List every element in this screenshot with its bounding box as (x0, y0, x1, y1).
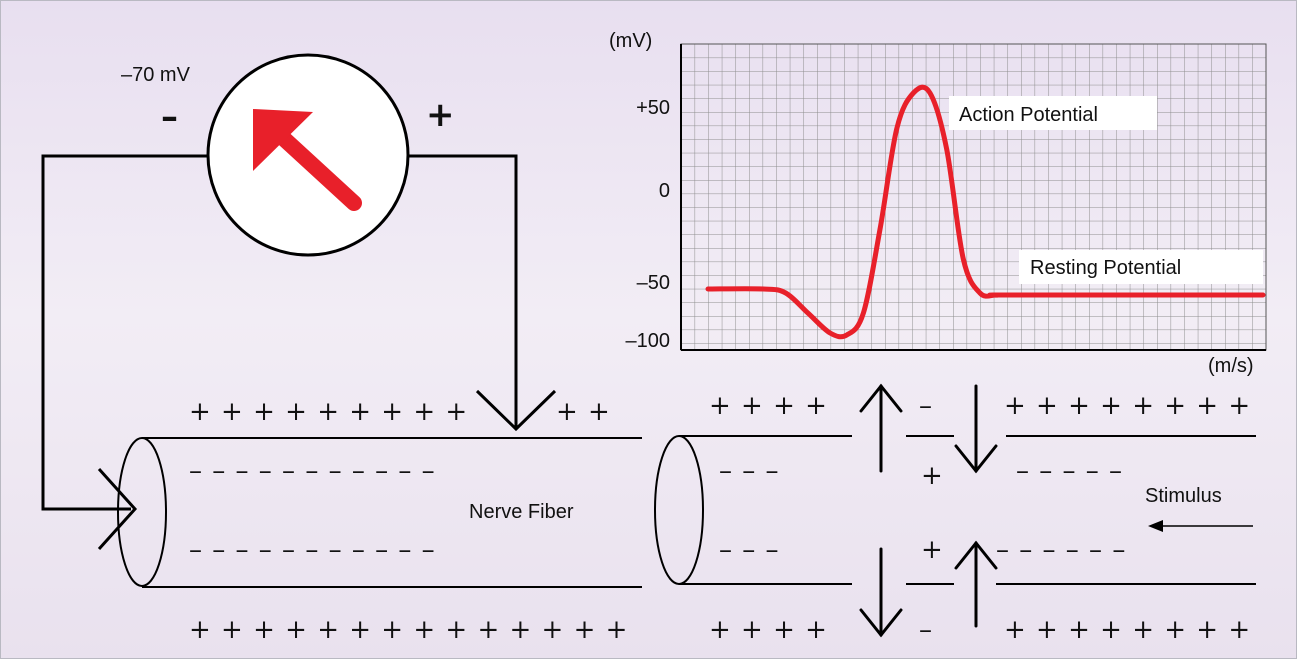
outer-charges-top: + + + + + + + + + (189, 397, 468, 427)
outer-charges-top-left: + + + + (709, 391, 828, 421)
inner-charges-top-right: – – – – – (1016, 456, 1123, 486)
annotation-action-potential: Action Potential (959, 104, 1098, 126)
outer-charges-top-right: + + + + + + + + (1004, 391, 1251, 421)
electrode-wires (41, 154, 557, 551)
left-electrode-tip (97, 467, 138, 551)
meter-reading: –70 mV (121, 64, 191, 86)
outer-charges-bottom-left: + + + + (709, 615, 828, 645)
stimulus-label: Stimulus (1145, 485, 1222, 507)
y-tick-label: –100 (626, 330, 671, 352)
action-potential-curve (705, 84, 1266, 340)
meter-positive-terminal: + (426, 95, 455, 135)
chart-grid (681, 44, 1266, 350)
nerve-fiber-left: Nerve Fiber + + + + + + + + + + + – – – … (117, 397, 642, 645)
inner-charges-bottom-right: – – – – – – (996, 535, 1126, 565)
fiber-cross-section (117, 437, 167, 587)
voltmeter: –70 mV – + (121, 53, 455, 257)
outer-charges-bottom: + + + + + + + + + + + + + + (189, 615, 628, 645)
fiber-cross-section (654, 435, 704, 585)
chart-y-axis-label: (mV) (609, 30, 652, 52)
outer-charge-top-mid: – (919, 391, 933, 421)
inner-charges-bottom-left: – – – (719, 535, 780, 565)
arrow-up-icon (954, 540, 998, 628)
nerve-fiber-right: + + + + – + + + + + + + + – – – + – – – … (654, 383, 1256, 645)
inner-charge-bottom-mid: + (921, 535, 944, 565)
inner-charge-top-mid: + (921, 461, 944, 491)
y-tick-label: –50 (637, 272, 670, 294)
annotation-box (1019, 250, 1263, 284)
inner-charges-bottom: – – – – – – – – – – – (189, 535, 436, 565)
annotation-resting-potential: Resting Potential (1030, 257, 1181, 279)
right-electrode-tip (475, 389, 557, 432)
outer-charges-top-right: + + (556, 397, 611, 427)
action-potential-chart: (mV) (m/s) +50 0 –50 –100 Action Potenti… (609, 30, 1267, 377)
arrow-up-icon (859, 383, 903, 473)
outer-charges-bottom-right: + + + + + + + + (1004, 615, 1251, 645)
y-tick-label: 0 (659, 180, 670, 202)
left-electrode-wire (41, 154, 208, 511)
meter-negative-terminal: – (161, 97, 178, 137)
outer-charge-bottom-mid: – (919, 615, 933, 645)
right-electrode-wire (408, 154, 518, 429)
ion-flow-arrows (859, 383, 998, 638)
arrow-down-icon (954, 384, 998, 474)
stimulus-arrow-icon (1148, 520, 1253, 532)
annotation-box (949, 96, 1157, 130)
nerve-fiber-label: Nerve Fiber (469, 501, 574, 523)
inner-charges-top-left: – – – (719, 456, 780, 486)
meter-needle-icon (253, 109, 362, 211)
y-tick-label: +50 (636, 97, 670, 119)
arrow-down-icon (859, 547, 903, 638)
chart-x-axis-label: (m/s) (1208, 355, 1254, 377)
inner-charges-top: – – – – – – – – – – – (189, 456, 436, 486)
